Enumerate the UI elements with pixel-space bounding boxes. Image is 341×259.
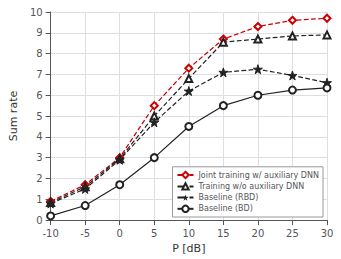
svg-text:2: 2 [36,173,42,184]
svg-text:9: 9 [36,27,42,38]
svg-text:Sum rate: Sum rate [7,91,20,142]
svg-text:Joint training w/ auxiliary DN: Joint training w/ auxiliary DNN [197,171,319,180]
svg-text:-5: -5 [80,228,90,239]
svg-text:7: 7 [36,69,42,80]
svg-text:5: 5 [36,111,42,122]
svg-text:0: 0 [36,215,42,226]
svg-text:Baseline (RBD): Baseline (RBD) [198,193,258,202]
svg-text:10: 10 [182,228,195,239]
svg-text:20: 20 [252,228,265,239]
svg-text:P [dB]: P [dB] [172,242,205,255]
svg-text:3: 3 [36,152,42,163]
svg-text:-10: -10 [42,228,58,239]
svg-text:4: 4 [36,131,42,142]
svg-text:10: 10 [30,7,43,18]
svg-text:Baseline (BD): Baseline (BD) [198,204,252,213]
svg-text:1: 1 [36,194,42,205]
svg-text:25: 25 [286,228,299,239]
svg-text:30: 30 [321,228,334,239]
svg-text:0: 0 [117,228,123,239]
svg-text:6: 6 [36,90,42,101]
svg-text:Training w/o auxiliary DNN: Training w/o auxiliary DNN [197,182,304,191]
svg-text:15: 15 [217,228,230,239]
svg-text:5: 5 [151,228,157,239]
svg-text:8: 8 [36,48,42,59]
